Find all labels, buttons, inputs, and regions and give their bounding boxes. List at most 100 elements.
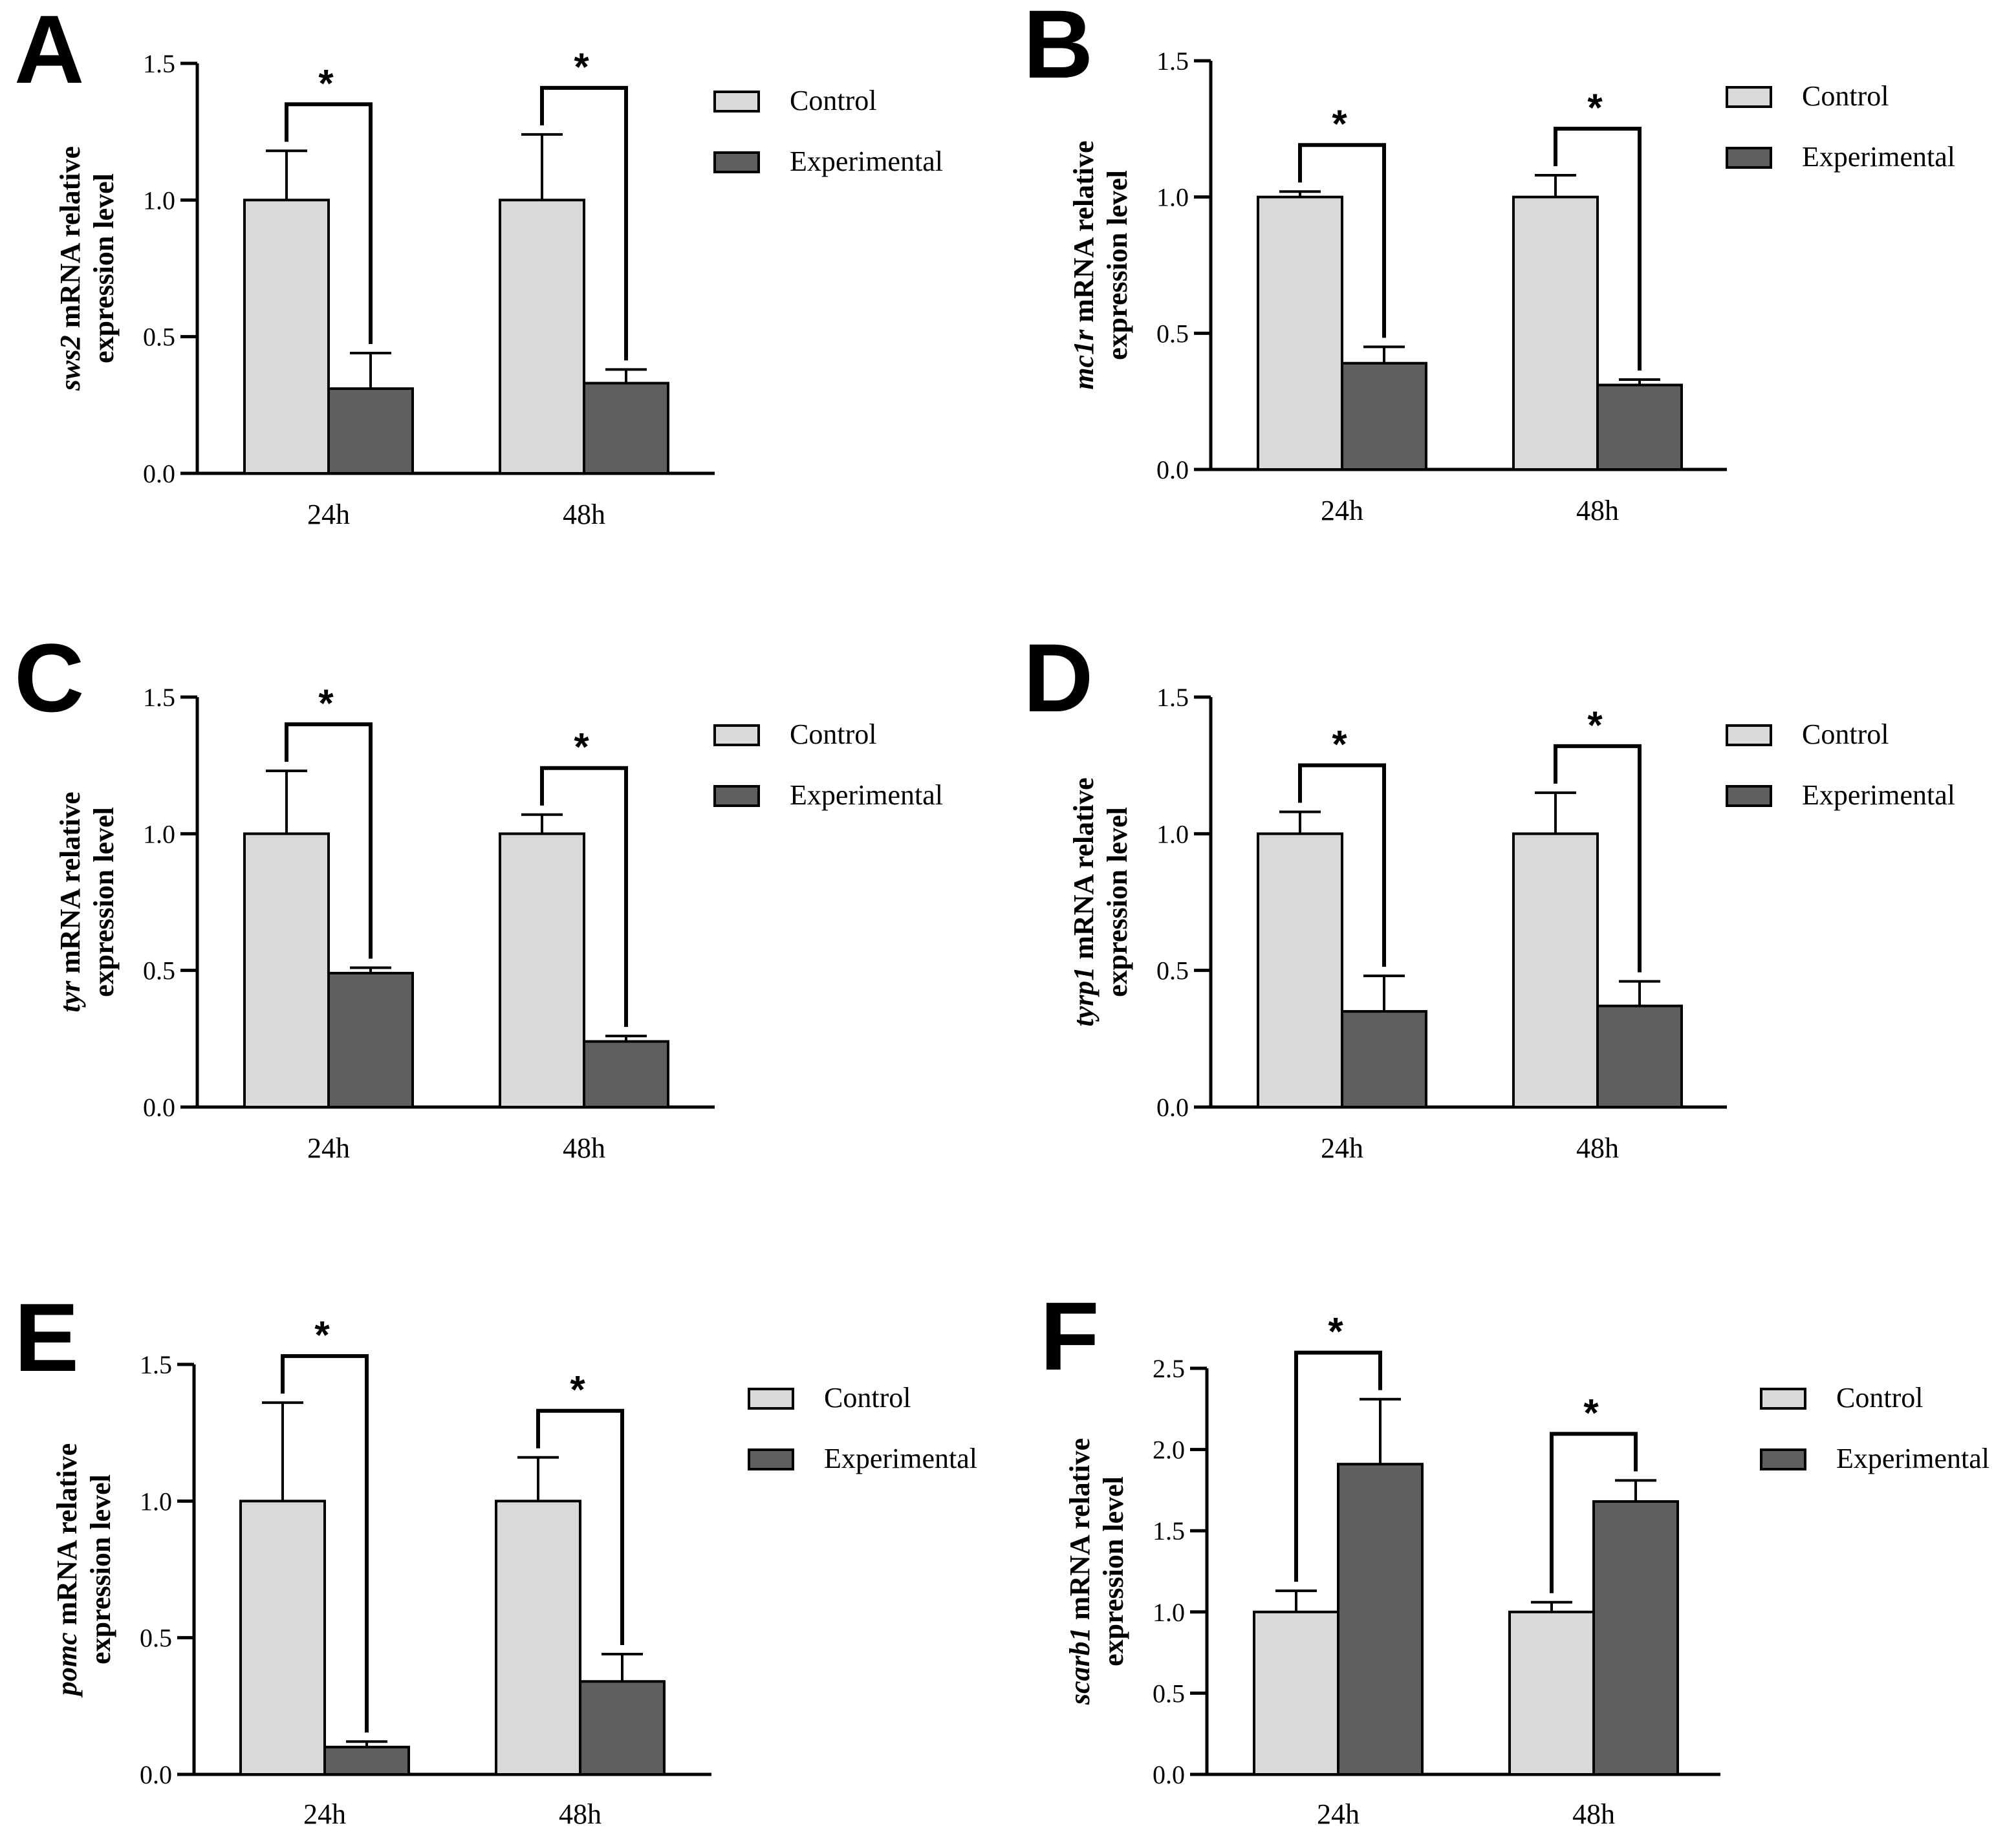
y-axis-title-gene: pomc xyxy=(51,1632,83,1698)
y-tick-label: 1.5 xyxy=(143,49,175,78)
y-axis-title-rest: mRNA relative xyxy=(1064,1438,1096,1627)
y-axis-title-line1: tyrp1 mRNA relative xyxy=(1068,777,1100,1026)
x-category-label: 24h xyxy=(303,1798,346,1830)
y-tick-label: 2.5 xyxy=(1153,1354,1185,1383)
legend-swatch-experimental xyxy=(1726,147,1772,169)
bar-experimental-48h xyxy=(583,382,669,475)
legend-swatch-control xyxy=(1760,1388,1806,1410)
bar-experimental-24h xyxy=(327,387,414,475)
legend-label: Experimental xyxy=(790,779,943,811)
legend-swatch-experimental xyxy=(748,1448,794,1470)
bar-experimental-48h xyxy=(1596,1004,1683,1108)
significance-star: * xyxy=(1332,102,1347,145)
significance-star: * xyxy=(314,1313,330,1357)
bar-experimental-24h xyxy=(327,971,414,1108)
significance-bracket xyxy=(1554,126,1642,371)
y-tick-label: 0.5 xyxy=(143,956,175,985)
legend-label: Control xyxy=(1802,718,1889,750)
significance-star: * xyxy=(1583,1391,1599,1434)
y-tick-label: 1.5 xyxy=(143,683,175,712)
bar-experimental-24h xyxy=(1337,1463,1424,1776)
y-tick-label: 0.5 xyxy=(143,323,175,352)
bar-control-24h xyxy=(243,832,330,1109)
panel-letter: F xyxy=(1040,1282,1100,1390)
y-tick-label: 0.5 xyxy=(1156,319,1189,348)
bar-control-48h xyxy=(1508,1610,1595,1776)
legend-label: Control xyxy=(790,85,876,116)
bar-control-24h xyxy=(243,199,330,475)
legend-label: Experimental xyxy=(1802,779,1955,811)
x-category-label: 48h xyxy=(563,1132,605,1164)
y-axis-title-gene: scarb1 xyxy=(1064,1627,1096,1705)
significance-star: * xyxy=(1587,86,1603,129)
y-axis-title-line2: expression level xyxy=(88,807,120,997)
bar-experimental-24h xyxy=(1341,1010,1427,1108)
panel-letter: E xyxy=(14,1283,79,1392)
bar-control-24h xyxy=(239,1500,326,1776)
y-axis-title-rest: mRNA relative xyxy=(1068,777,1100,966)
y-tick-label: 0.0 xyxy=(1156,1093,1189,1122)
panel-B: B 0.0 0.5 1.0 1.5 mc1r mRNA relative expressio… xyxy=(1023,0,1955,526)
legend-swatch-control xyxy=(1726,724,1772,746)
y-axis-title-line2: expression level xyxy=(1101,170,1133,360)
legend-swatch-control xyxy=(1726,86,1772,108)
bar-experimental-48h xyxy=(579,1680,666,1776)
significance-star: * xyxy=(574,726,589,769)
significance-bracket xyxy=(536,1408,624,1646)
legend-label: Control xyxy=(824,1382,911,1414)
significance-bracket xyxy=(540,85,628,361)
bar-experimental-48h xyxy=(1592,1500,1679,1776)
x-category-label: 48h xyxy=(1576,495,1619,526)
significance-bracket xyxy=(285,102,373,345)
significance-bracket xyxy=(1554,744,1642,973)
x-category-label: 24h xyxy=(1321,495,1363,526)
y-axis-title-line1: mc1r mRNA relative xyxy=(1068,140,1100,389)
y-tick-label: 0.5 xyxy=(1153,1679,1185,1708)
panel-D: D 0.0 0.5 1.0 1.5 tyrp1 mRNA relative expressi… xyxy=(1023,623,1955,1164)
y-axis-title-line2: expression level xyxy=(1101,807,1133,997)
panel-A: A 0.0 0.5 1.0 1.5 sws2 mRNA relative expressio… xyxy=(14,0,943,530)
significance-bracket xyxy=(281,1354,369,1733)
significance-star: * xyxy=(318,682,334,725)
legend-label: Experimental xyxy=(824,1443,977,1474)
legend-swatch-control xyxy=(713,91,760,113)
y-axis-title-gene: tyr xyxy=(54,980,86,1013)
x-category-label: 48h xyxy=(563,499,605,530)
panel-letter: B xyxy=(1023,0,1093,98)
significance-star: * xyxy=(570,1368,585,1412)
y-axis-title-line2: expression level xyxy=(1098,1476,1129,1666)
bar-control-24h xyxy=(1257,195,1343,471)
bar-experimental-48h xyxy=(583,1040,669,1109)
significance-star: * xyxy=(1328,1310,1343,1353)
panel-letter: C xyxy=(14,623,84,732)
y-axis-title-rest: mRNA relative xyxy=(1068,140,1100,329)
bar-control-24h xyxy=(1257,832,1343,1109)
bar-control-48h xyxy=(1512,195,1599,471)
legend-swatch-experimental xyxy=(713,785,760,807)
y-axis-title-rest: mRNA relative xyxy=(54,146,86,335)
legend-swatch-control xyxy=(713,724,760,746)
y-axis-title-gene: tyrp1 xyxy=(1068,967,1100,1027)
y-tick-label: 1.0 xyxy=(1153,1598,1185,1627)
y-axis-title-line2: expression level xyxy=(85,1474,116,1664)
significance-bracket xyxy=(540,766,628,1028)
significance-star: * xyxy=(1332,723,1347,766)
y-tick-label: 0.0 xyxy=(140,1760,172,1789)
y-tick-label: 1.5 xyxy=(1156,47,1189,76)
legend-swatch-experimental xyxy=(1726,785,1772,807)
bar-control-48h xyxy=(495,1500,581,1776)
x-category-label: 24h xyxy=(1317,1798,1360,1830)
panel-F: F 0.0 0.5 1.0 1.5 2.0 2.5 scarb1 mRNA relative e… xyxy=(1040,1282,1989,1830)
y-tick-label: 1.0 xyxy=(143,186,175,215)
y-tick-label: 1.0 xyxy=(143,819,175,848)
significance-bracket xyxy=(1294,1350,1382,1582)
bar-experimental-24h xyxy=(323,1745,410,1776)
bar-experimental-48h xyxy=(1596,383,1683,471)
y-tick-label: 0.0 xyxy=(143,1093,175,1122)
y-tick-label: 0.5 xyxy=(1156,956,1189,985)
significance-bracket xyxy=(1298,763,1386,967)
y-tick-label: 1.5 xyxy=(140,1350,172,1379)
y-tick-label: 1.0 xyxy=(140,1487,172,1516)
legend-swatch-experimental xyxy=(713,151,760,173)
panel-C: C 0.0 0.5 1.0 1.5 tyr mRNA relative expression… xyxy=(14,623,943,1164)
